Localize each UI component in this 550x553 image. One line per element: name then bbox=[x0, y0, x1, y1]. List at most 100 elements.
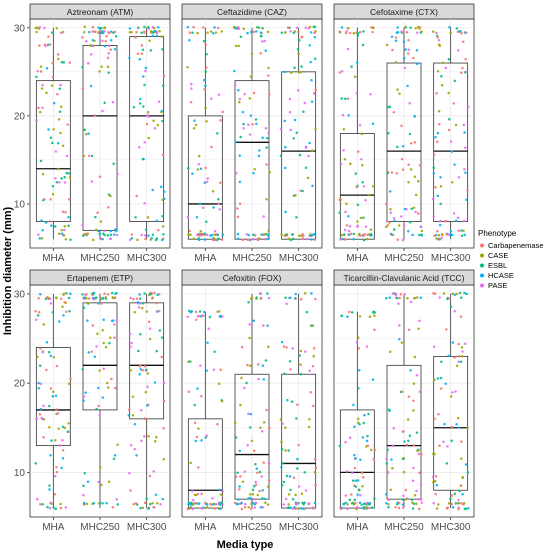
data-point bbox=[404, 48, 407, 51]
data-point bbox=[413, 494, 417, 497]
data-point bbox=[256, 238, 260, 242]
data-point bbox=[251, 123, 254, 126]
data-point bbox=[66, 123, 70, 126]
data-point bbox=[221, 233, 225, 236]
data-point bbox=[261, 364, 265, 367]
data-point bbox=[415, 49, 419, 52]
data-point bbox=[418, 233, 421, 237]
data-point bbox=[47, 128, 50, 131]
data-point bbox=[35, 119, 38, 122]
data-point bbox=[216, 132, 219, 135]
data-point bbox=[55, 364, 59, 368]
legend-item: HCASE bbox=[480, 271, 514, 280]
jitter-points bbox=[186, 25, 225, 242]
data-point bbox=[61, 210, 65, 214]
data-point bbox=[143, 83, 146, 87]
data-point bbox=[238, 485, 241, 488]
data-point bbox=[340, 314, 344, 318]
data-point bbox=[214, 233, 217, 237]
data-point bbox=[199, 229, 203, 233]
data-point bbox=[145, 122, 149, 126]
data-point bbox=[359, 216, 363, 220]
data-point bbox=[41, 503, 44, 506]
data-point bbox=[161, 119, 164, 123]
data-point bbox=[197, 238, 201, 242]
data-point bbox=[61, 305, 64, 308]
data-point bbox=[304, 350, 307, 353]
data-point bbox=[403, 207, 407, 211]
data-point bbox=[459, 502, 463, 505]
data-point bbox=[356, 505, 359, 509]
data-point bbox=[218, 488, 221, 492]
data-point bbox=[131, 414, 135, 417]
data-point bbox=[205, 505, 209, 509]
data-point bbox=[408, 101, 411, 105]
data-point bbox=[344, 440, 347, 444]
data-point bbox=[288, 296, 291, 300]
data-point bbox=[52, 356, 56, 359]
data-point bbox=[202, 39, 206, 43]
data-point bbox=[354, 456, 357, 460]
data-point bbox=[109, 229, 113, 233]
data-point bbox=[249, 75, 253, 78]
data-point bbox=[68, 310, 71, 313]
data-point bbox=[408, 220, 412, 224]
data-point bbox=[187, 502, 190, 506]
data-point bbox=[386, 448, 389, 452]
data-point bbox=[86, 480, 90, 483]
data-point bbox=[59, 31, 63, 35]
data-point bbox=[308, 44, 312, 47]
data-point bbox=[62, 293, 65, 296]
data-point bbox=[403, 440, 406, 443]
data-point bbox=[209, 234, 212, 237]
data-point bbox=[308, 141, 311, 145]
data-point bbox=[249, 114, 253, 117]
facet-title: Cefotaxime (CTX) bbox=[370, 7, 438, 17]
data-point bbox=[242, 127, 245, 130]
data-point bbox=[413, 175, 417, 178]
data-point bbox=[446, 297, 449, 301]
data-point bbox=[264, 232, 268, 236]
data-point bbox=[91, 30, 94, 33]
data-point bbox=[455, 364, 459, 367]
data-point bbox=[411, 479, 415, 483]
data-point bbox=[401, 145, 405, 148]
data-point bbox=[392, 228, 396, 231]
data-point bbox=[259, 52, 262, 55]
data-point bbox=[116, 443, 119, 446]
box-MHA bbox=[338, 310, 377, 511]
data-point bbox=[345, 224, 349, 227]
data-point bbox=[406, 52, 410, 55]
data-point bbox=[461, 475, 464, 479]
data-point bbox=[420, 30, 423, 33]
data-point bbox=[255, 296, 258, 299]
data-point bbox=[67, 296, 71, 300]
data-point bbox=[264, 49, 267, 52]
data-point bbox=[189, 360, 192, 363]
data-point bbox=[107, 52, 110, 55]
data-point bbox=[358, 232, 361, 236]
data-point bbox=[439, 376, 443, 380]
data-point bbox=[284, 449, 287, 452]
data-point bbox=[411, 501, 414, 505]
data-point bbox=[290, 71, 293, 75]
data-point bbox=[314, 127, 317, 131]
data-point bbox=[401, 457, 405, 461]
data-point bbox=[346, 507, 349, 510]
data-point bbox=[39, 65, 43, 68]
data-point bbox=[436, 70, 440, 73]
data-point bbox=[440, 83, 444, 87]
data-point bbox=[356, 493, 359, 496]
data-point bbox=[82, 30, 86, 34]
data-point bbox=[207, 327, 210, 331]
data-point bbox=[452, 102, 456, 105]
data-point bbox=[129, 296, 132, 300]
data-point bbox=[90, 180, 94, 183]
data-point bbox=[349, 232, 353, 236]
data-point bbox=[266, 485, 270, 488]
data-point bbox=[447, 118, 451, 121]
data-point bbox=[433, 417, 436, 420]
data-point bbox=[446, 445, 449, 448]
data-point bbox=[344, 210, 347, 214]
data-point bbox=[147, 320, 151, 323]
